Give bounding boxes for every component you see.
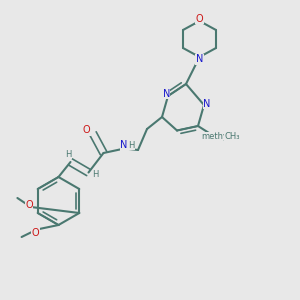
- Text: O: O: [82, 125, 90, 136]
- Text: O: O: [25, 200, 33, 211]
- Text: N: N: [196, 54, 203, 64]
- Text: N: N: [203, 99, 211, 109]
- Text: H: H: [65, 150, 72, 159]
- Text: H: H: [128, 141, 134, 150]
- Text: methyl: methyl: [202, 132, 231, 141]
- Text: O: O: [32, 227, 40, 238]
- Text: methyl: methyl: [216, 125, 265, 140]
- Text: N: N: [163, 88, 170, 99]
- Text: CH₃: CH₃: [224, 132, 240, 141]
- Text: O: O: [196, 14, 203, 24]
- Text: H: H: [92, 170, 98, 179]
- Text: N: N: [120, 140, 128, 151]
